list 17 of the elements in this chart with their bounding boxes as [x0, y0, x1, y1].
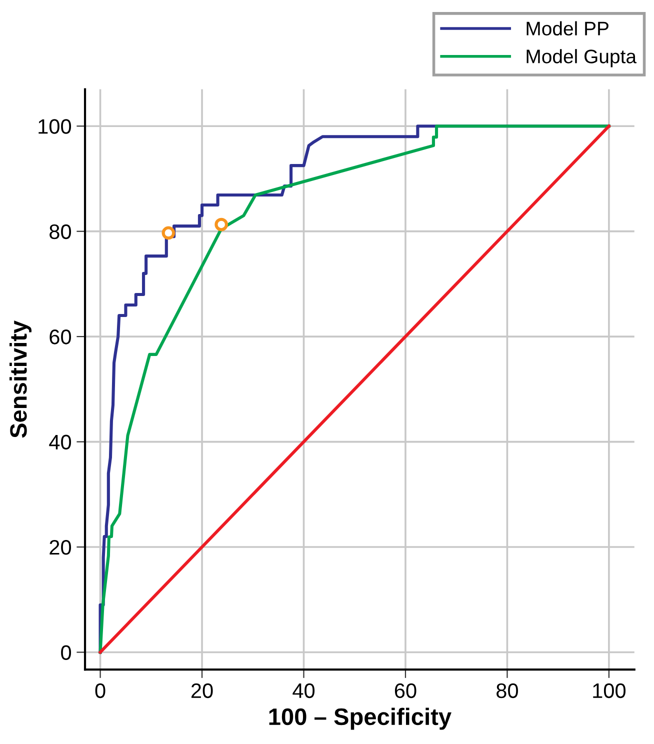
x-tick-label: 0 [95, 683, 106, 698]
x-tick-label: 20 [191, 683, 213, 698]
x-axis-title: 100 – Specificity [269, 708, 452, 730]
legend-label: Model Gupta [526, 49, 637, 68]
y-tick-label: 20 [50, 540, 72, 555]
y-tick-label: 60 [50, 330, 72, 344]
y-tick-label: 40 [49, 434, 72, 450]
x-tick-label: 60 [394, 683, 416, 698]
y-axis-title: Sensitivity [10, 320, 32, 438]
x-tick-label: 80 [496, 683, 518, 698]
y-tick-label: 80 [50, 224, 72, 240]
x-tick-label: 40 [292, 683, 315, 698]
line-series [98, 124, 610, 654]
y-tick-label: 100 [38, 119, 72, 134]
legend-label: Model PP [526, 21, 608, 36]
y-tick-label: 0 [61, 645, 72, 660]
x-tick-label: 100 [593, 683, 626, 698]
